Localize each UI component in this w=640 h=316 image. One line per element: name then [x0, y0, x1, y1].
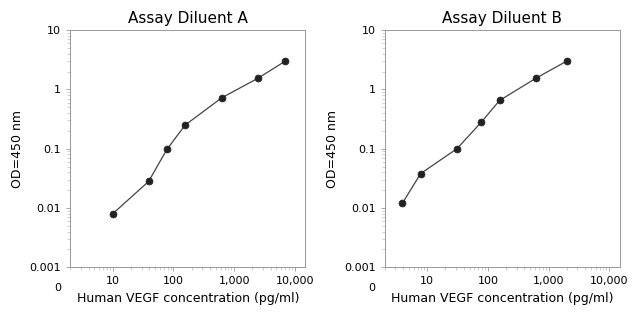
X-axis label: Human VEGF concentration (pg/ml): Human VEGF concentration (pg/ml) [391, 292, 614, 305]
Y-axis label: OD=450 nm: OD=450 nm [326, 110, 339, 188]
Title: Assay Diluent B: Assay Diluent B [442, 11, 563, 26]
Text: 0: 0 [369, 283, 375, 293]
X-axis label: Human VEGF concentration (pg/ml): Human VEGF concentration (pg/ml) [77, 292, 299, 305]
Text: 0: 0 [54, 283, 61, 293]
Y-axis label: OD=450 nm: OD=450 nm [11, 110, 24, 188]
Title: Assay Diluent A: Assay Diluent A [128, 11, 248, 26]
